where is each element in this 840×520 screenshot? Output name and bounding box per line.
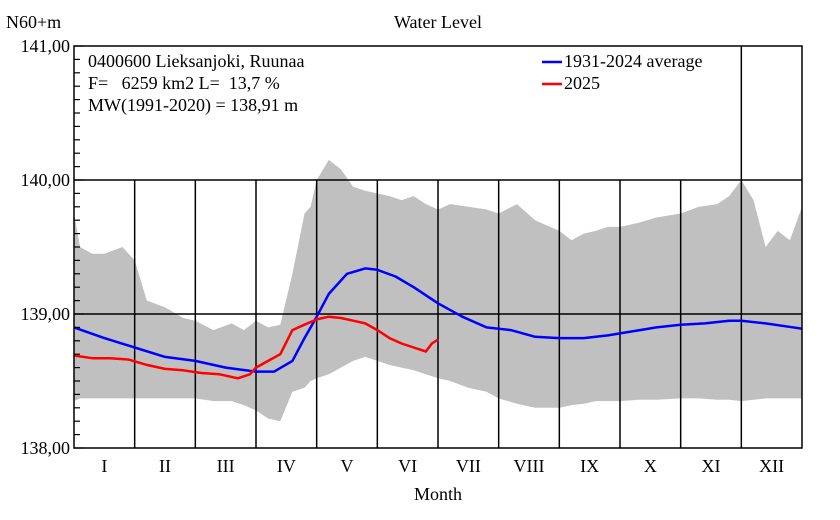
legend-entry: 2025 — [564, 73, 600, 93]
x-tick-label: VI — [398, 456, 417, 476]
grid-layer — [74, 46, 802, 448]
station-info-line: 0400600 Lieksanjoki, Ruunaa — [88, 51, 304, 71]
chart-title: Water Level — [394, 12, 482, 32]
station-info-line: MW(1991-2020) = 138,91 m — [88, 95, 298, 116]
station-info-line: F= 6259 km2 L= 13,7 % — [88, 73, 280, 93]
x-tick-label: VII — [456, 456, 481, 476]
x-tick-label: X — [644, 456, 657, 476]
series-line — [73, 267, 803, 373]
legend-entry: 1931-2024 average — [564, 51, 702, 71]
y-tick-label: 141,00 — [21, 36, 71, 56]
x-tick-label: XI — [702, 456, 721, 476]
y-tick-label: 139,00 — [21, 304, 71, 324]
x-tick-label: II — [159, 456, 171, 476]
series-line — [73, 315, 439, 380]
x-tick-label: I — [101, 456, 107, 476]
legend: 1931-2024 average 2025 — [542, 51, 702, 93]
y-axis-label: N60+m — [6, 12, 61, 32]
y-tick-label: 140,00 — [21, 170, 71, 190]
x-tick-layer: I II III IV V VI VII VIII IX X XI XII — [101, 456, 784, 476]
x-tick-label: IX — [580, 456, 599, 476]
x-tick-label: V — [341, 456, 354, 476]
y-tick-label: 138,00 — [21, 438, 71, 458]
x-tick-label: VIII — [514, 456, 545, 476]
x-tick-label: III — [217, 456, 235, 476]
y-tick-layer: 138,00 139,00 140,00 141,00 — [21, 36, 84, 458]
x-tick-label: IV — [277, 456, 296, 476]
series-layer — [73, 267, 803, 380]
x-axis-label: Month — [414, 484, 462, 504]
x-tick-label: XII — [759, 456, 784, 476]
